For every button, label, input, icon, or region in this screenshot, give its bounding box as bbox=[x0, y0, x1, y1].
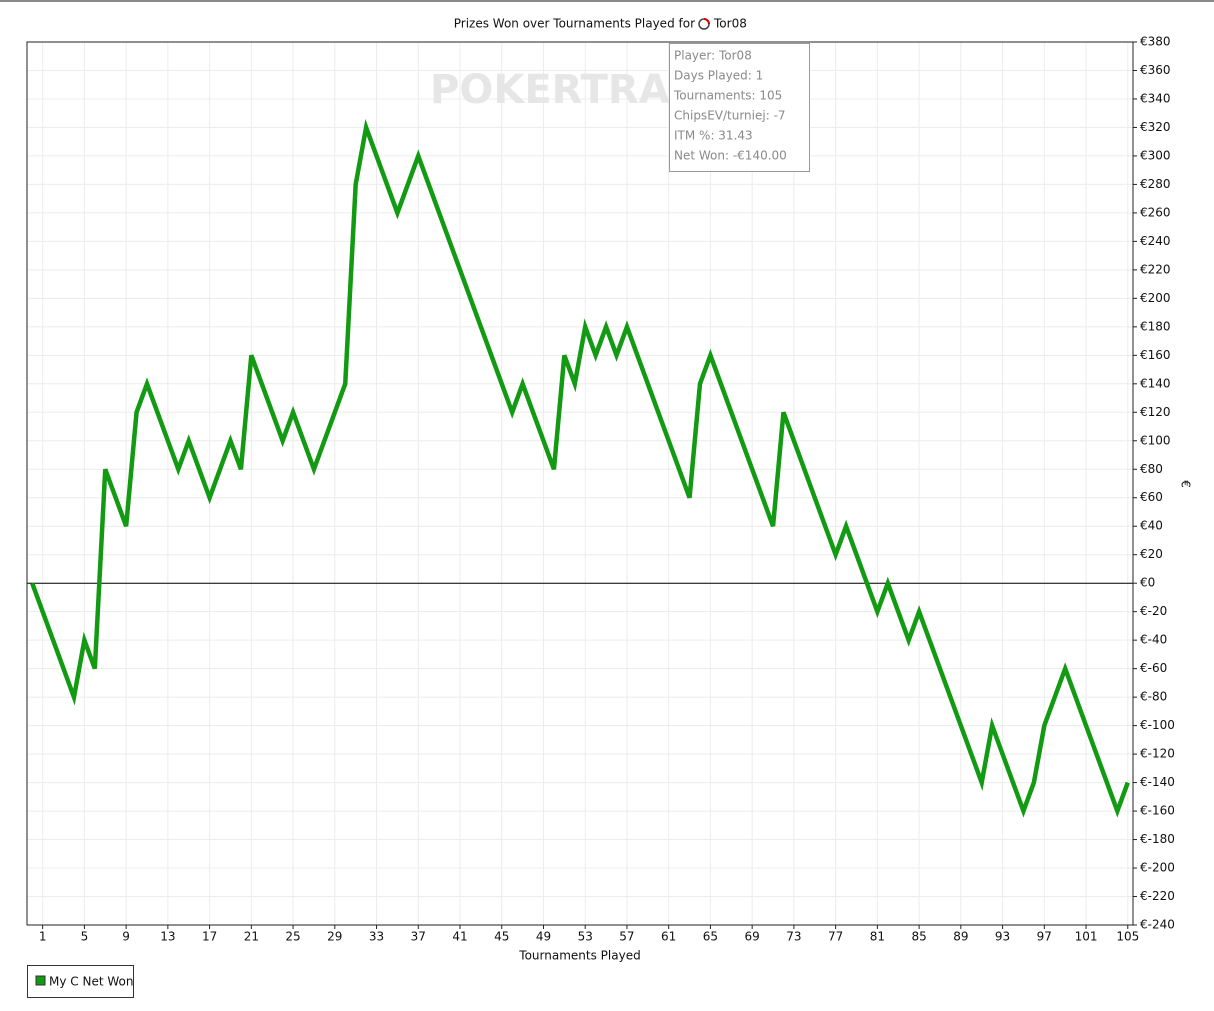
tooltip-line: ChipsEV/turniej: -7 bbox=[674, 109, 786, 123]
y-tick-label: €120 bbox=[1140, 405, 1171, 419]
y-tick-label: €-180 bbox=[1140, 832, 1175, 846]
y-tick-label: €0 bbox=[1140, 576, 1155, 590]
x-tick-label: 9 bbox=[122, 930, 130, 944]
y-tick-label: €-220 bbox=[1140, 889, 1175, 903]
legend-swatch bbox=[35, 975, 46, 986]
data-line bbox=[30, 118, 1130, 818]
y-tick-label: €140 bbox=[1140, 376, 1171, 390]
x-tick-label: 101 bbox=[1075, 930, 1098, 944]
x-tick-label: 37 bbox=[411, 930, 426, 944]
y-tick-label: €240 bbox=[1140, 234, 1171, 248]
x-tick-label: 61 bbox=[661, 930, 676, 944]
x-tick-label: 81 bbox=[870, 930, 885, 944]
y-tick-label: €-140 bbox=[1140, 775, 1175, 789]
x-axis-title: Tournaments Played bbox=[518, 949, 640, 963]
y-tick-label: €180 bbox=[1140, 319, 1171, 333]
x-tick-label: 1 bbox=[39, 930, 47, 944]
x-tick-label: 5 bbox=[81, 930, 89, 944]
y-tick-label: €-20 bbox=[1140, 604, 1167, 618]
tooltip-line: Player: Tor08 bbox=[674, 49, 752, 63]
y-tick-label: €40 bbox=[1140, 519, 1163, 533]
y-tick-label: €160 bbox=[1140, 348, 1171, 362]
x-tick-label: 17 bbox=[202, 930, 217, 944]
x-tick-label: 41 bbox=[452, 930, 467, 944]
x-tick-label: 57 bbox=[619, 930, 634, 944]
y-tick-label: €280 bbox=[1140, 177, 1171, 191]
x-tick-label: 29 bbox=[327, 930, 342, 944]
y-tick-label: €-240 bbox=[1140, 918, 1175, 932]
x-tick-label: 97 bbox=[1037, 930, 1052, 944]
y-tick-label: €260 bbox=[1140, 205, 1171, 219]
y-tick-label: €-100 bbox=[1140, 718, 1175, 732]
y-tick-label: €-60 bbox=[1140, 661, 1167, 675]
y-tick-label: €80 bbox=[1140, 462, 1163, 476]
y-axis-title: € bbox=[1179, 480, 1193, 488]
x-tick-label: 85 bbox=[911, 930, 926, 944]
y-tick-label: €360 bbox=[1140, 63, 1171, 77]
y-tick-label: €220 bbox=[1140, 262, 1171, 276]
x-tick-label: 45 bbox=[494, 930, 509, 944]
y-tick-label: €-80 bbox=[1140, 690, 1167, 704]
x-tick-label: 49 bbox=[536, 930, 551, 944]
chart-title: Prizes Won over Tournaments Played for bbox=[454, 17, 695, 31]
y-tick-label: €60 bbox=[1140, 490, 1163, 504]
y-tick-label: €340 bbox=[1140, 91, 1171, 105]
y-tick-label: €300 bbox=[1140, 148, 1171, 162]
tooltip-line: Days Played: 1 bbox=[674, 69, 763, 83]
y-tick-label: €-40 bbox=[1140, 633, 1167, 647]
y-tick-label: €-200 bbox=[1140, 861, 1175, 875]
x-tick-label: 33 bbox=[369, 930, 384, 944]
x-tick-label: 73 bbox=[786, 930, 801, 944]
tooltip-line: ITM %: 31.43 bbox=[674, 129, 753, 143]
x-tick-label: 93 bbox=[995, 930, 1010, 944]
player-name: Tor08 bbox=[713, 17, 747, 31]
y-tick-label: €200 bbox=[1140, 291, 1171, 305]
y-tick-label: €-160 bbox=[1140, 804, 1175, 818]
x-tick-label: 77 bbox=[828, 930, 843, 944]
x-tick-label: 25 bbox=[285, 930, 300, 944]
player-icon bbox=[698, 18, 710, 30]
tooltip-line: Net Won: -€140.00 bbox=[674, 149, 787, 163]
x-tick-label: 13 bbox=[160, 930, 175, 944]
x-tick-label: 65 bbox=[703, 930, 718, 944]
x-tick-label: 89 bbox=[953, 930, 968, 944]
plot-frame bbox=[26, 41, 1134, 926]
x-tick-label: 105 bbox=[1116, 930, 1139, 944]
legend-label[interactable]: My C Net Won bbox=[49, 975, 133, 989]
y-tick-label: €380 bbox=[1140, 35, 1171, 49]
y-tick-label: €-120 bbox=[1140, 747, 1175, 761]
y-tick-label: €20 bbox=[1140, 547, 1163, 561]
y-tick-label: €100 bbox=[1140, 433, 1171, 447]
x-tick-label: 69 bbox=[745, 930, 760, 944]
top-border bbox=[0, 0, 1214, 2]
tooltip-line: Tournaments: 105 bbox=[673, 89, 782, 103]
y-tick-label: €320 bbox=[1140, 120, 1171, 134]
x-tick-label: 21 bbox=[244, 930, 259, 944]
x-tick-label: 53 bbox=[578, 930, 593, 944]
tooltip-box bbox=[669, 43, 810, 172]
